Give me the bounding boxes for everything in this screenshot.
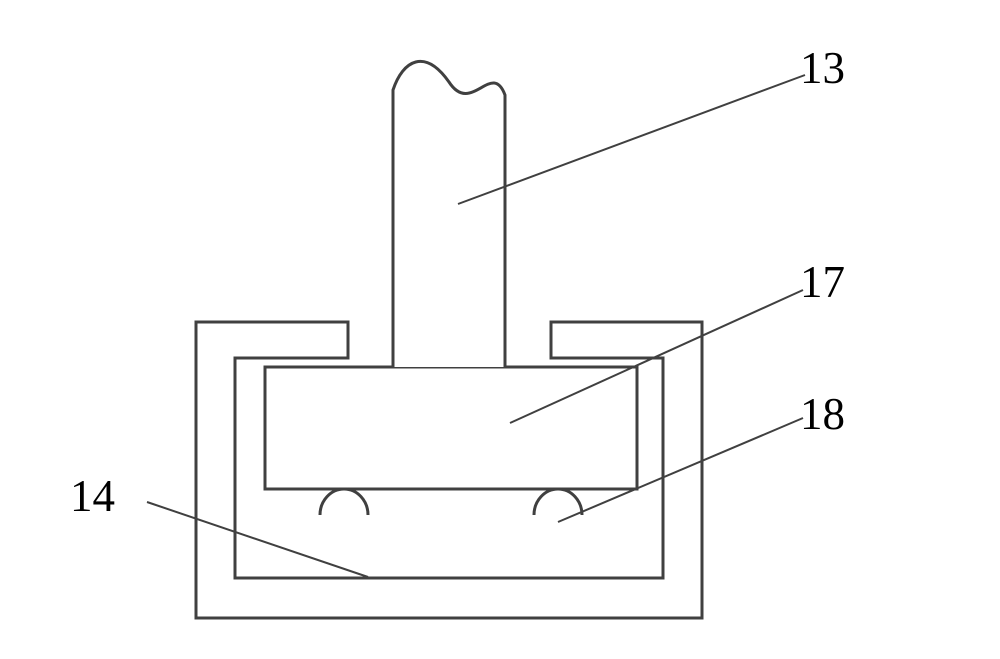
label-17: 17 bbox=[800, 256, 845, 308]
mechanical-section-figure: 13 17 18 14 bbox=[0, 0, 1000, 659]
stem-column bbox=[393, 61, 505, 367]
label-13: 13 bbox=[800, 42, 845, 94]
leader-13 bbox=[458, 75, 805, 204]
wheels bbox=[320, 489, 582, 515]
label-18: 18 bbox=[800, 388, 845, 440]
slider-block bbox=[265, 367, 637, 489]
figure-svg bbox=[0, 0, 1000, 659]
leader-18 bbox=[558, 418, 803, 522]
label-14: 14 bbox=[70, 470, 115, 522]
